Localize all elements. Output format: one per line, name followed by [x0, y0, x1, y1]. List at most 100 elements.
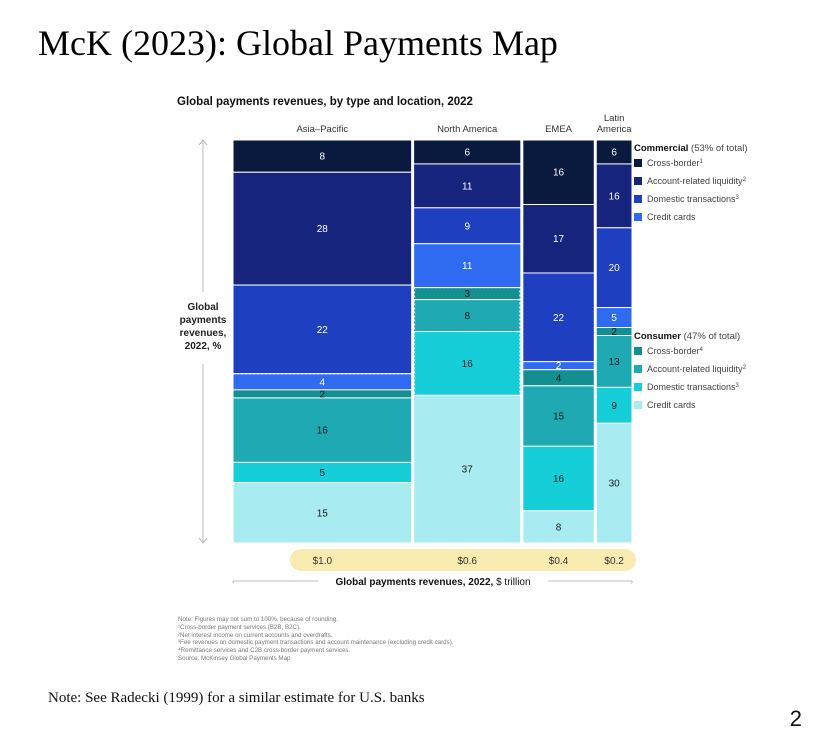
note-line: ²Net interest income on current accounts… [178, 631, 333, 639]
segment-value-label: 20 [609, 263, 621, 274]
segment-commercial-credit-cards [413, 243, 522, 289]
legend-label: Account-related liquidity2 [647, 364, 747, 374]
y-axis-title: 2022, % [185, 341, 222, 352]
highlight-outline [414, 287, 521, 396]
legend-label: Domestic transactions3 [647, 382, 740, 392]
legend-swatch [634, 383, 642, 391]
segment-value-label: 16 [609, 191, 621, 202]
segment-consumer-domestic-transactions [413, 331, 522, 396]
segment-value-label: 3 [464, 289, 470, 300]
segment-consumer-domestic-transactions [522, 445, 595, 512]
segment-consumer-credit-cards [595, 422, 633, 544]
legend-label: Account-related liquidity2 [647, 176, 747, 186]
y-axis-arrow-top [198, 139, 208, 146]
segment-consumer-account-related-liquidity [522, 385, 595, 447]
x-axis-title: Global payments revenues, 2022, $ trilli… [335, 577, 530, 588]
segment-value-label: 16 [317, 426, 329, 437]
segment-value-label: 8 [320, 152, 326, 163]
segment-value-label: 9 [464, 221, 470, 232]
legend-group-title: Consumer (47% of total) [634, 331, 740, 342]
column-total-label: $0.2 [604, 556, 624, 567]
legend-swatch [634, 401, 642, 409]
column-header: Asia–Pacific [296, 124, 348, 135]
legend-label: Domestic transactions3 [647, 194, 740, 204]
segment-consumer-credit-cards [522, 510, 595, 544]
segment-consumer-account-related-liquidity [595, 335, 633, 388]
legend-label: Credit cards [647, 400, 696, 410]
legend-swatch [634, 159, 642, 167]
legend-swatch [634, 177, 642, 185]
legend-swatch [634, 213, 642, 221]
segment-value-label: 5 [611, 313, 617, 324]
column-header: Latin [604, 113, 625, 124]
footer-note: Note: See Radecki (1999) for a similar e… [48, 690, 425, 706]
column-header: North America [437, 124, 498, 135]
y-axis-title: payments [180, 315, 227, 326]
x-axis-arrow-right: › [630, 577, 633, 586]
segment-value-label: 13 [609, 357, 621, 368]
column-header: America [597, 124, 633, 135]
segment-value-label: 2 [611, 327, 617, 338]
marimekko-chart: 8282242165156119113816371617222415168616… [180, 113, 748, 588]
note-line: Source: McKinsey Global Payments Map [178, 654, 291, 662]
note-line: ³Fee revenues on domestic payment transa… [178, 639, 454, 647]
segment-consumer-domestic-transactions [595, 386, 633, 424]
segment-value-label: 17 [553, 234, 565, 245]
segment-value-label: 28 [317, 224, 329, 235]
legend-swatch [634, 195, 642, 203]
column-total-label: $1.0 [313, 556, 333, 567]
segment-value-label: 16 [462, 359, 474, 370]
segment-commercial-domestic-transactions [522, 272, 595, 363]
segment-value-label: 4 [320, 377, 326, 388]
column-total-label: $0.4 [549, 556, 569, 567]
segment-consumer-credit-cards [232, 482, 413, 544]
column-header: EMEA [545, 124, 573, 135]
segment-value-label: 9 [611, 401, 617, 412]
y-axis-arrow-bottom [198, 537, 208, 544]
y-axis-title: revenues, [180, 328, 227, 339]
x-axis-arrow-left: ‹ [232, 577, 235, 586]
segment-value-label: 2 [320, 389, 326, 400]
legend-swatch [634, 347, 642, 355]
slide-title: McK (2023): Global Payments Map [38, 23, 558, 63]
column-total-label: $0.6 [457, 556, 477, 567]
segment-value-label: 22 [317, 325, 329, 336]
segment-value-label: 11 [462, 261, 473, 272]
page-number: 2 [789, 706, 802, 731]
segment-value-label: 16 [553, 474, 565, 485]
segment-value-label: 15 [553, 412, 565, 423]
segment-commercial-cross-border [522, 139, 595, 205]
segment-commercial-account-related-liquidity [232, 171, 413, 286]
legend-label: Credit cards [647, 212, 696, 222]
totals-highlight [290, 549, 636, 571]
segment-value-label: 8 [464, 311, 470, 322]
segment-value-label: 37 [462, 465, 474, 476]
segment-value-label: 5 [320, 468, 326, 479]
segment-commercial-domestic-transactions [595, 227, 633, 309]
segment-value-label: 8 [556, 522, 562, 533]
segment-value-label: 6 [464, 147, 470, 158]
segment-commercial-account-related-liquidity [522, 203, 595, 274]
segment-value-label: 11 [462, 181, 473, 192]
note-line: Note: Figures may not sum to 100%, becau… [178, 616, 338, 623]
segment-value-label: 2 [556, 361, 562, 372]
segment-value-label: 4 [556, 373, 562, 384]
chart-notes: Note: Figures may not sum to 100%, becau… [178, 616, 454, 663]
legend-label: Cross-border4 [647, 346, 704, 356]
segment-value-label: 6 [611, 147, 617, 158]
segment-commercial-cross-border [232, 139, 413, 173]
segment-consumer-account-related-liquidity [232, 397, 413, 463]
segment-commercial-account-related-liquidity [413, 163, 522, 209]
note-line: ¹Cross-border payment services (B2B, B2C… [178, 623, 301, 631]
segment-consumer-credit-cards [413, 394, 522, 544]
legend-group-title: Commercial (53% of total) [634, 143, 748, 154]
legend-swatch [634, 365, 642, 373]
legend-label: Cross-border1 [647, 158, 704, 168]
y-axis-title: Global [187, 302, 218, 313]
note-line: ⁴Remittance services and C2B cross-borde… [178, 647, 351, 655]
segment-value-label: 16 [553, 168, 565, 179]
chart-title: Global payments revenues, by type and lo… [177, 96, 473, 108]
segment-value-label: 30 [609, 479, 621, 490]
segment-value-label: 15 [317, 508, 329, 519]
segment-value-label: 22 [553, 313, 565, 324]
